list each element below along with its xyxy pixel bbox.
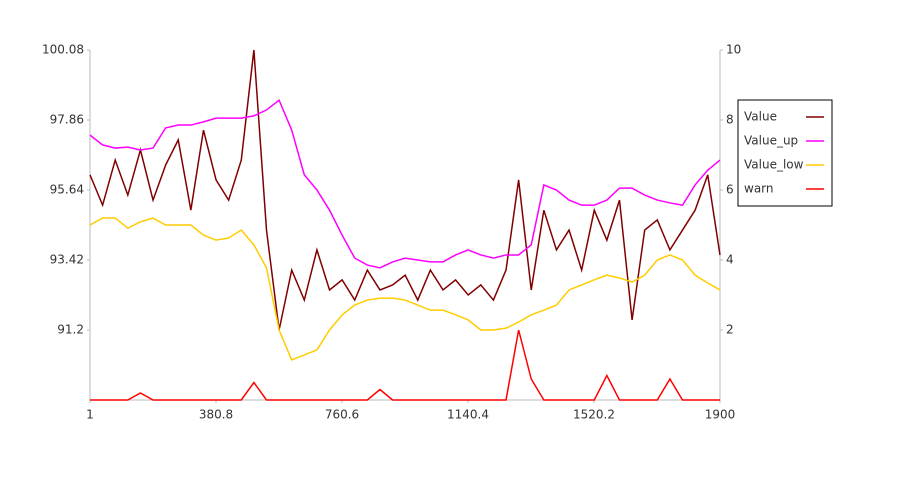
legend-label: Value_low: [744, 158, 804, 172]
y-tick-label: 100.08: [42, 43, 84, 57]
y-tick-label: 93.42: [50, 253, 84, 267]
y-tick-label: 95.64: [50, 183, 84, 197]
legend-label: warn: [744, 182, 774, 196]
series-line: [89, 98, 721, 269]
legend-label: Value: [744, 110, 777, 124]
legend-label: Value_up: [744, 134, 798, 148]
y2-tick-label: 6: [726, 183, 734, 197]
x-tick-label: 1: [86, 408, 94, 422]
y-tick-label: 97.86: [50, 113, 84, 127]
y2-tick-label: 4: [726, 253, 734, 267]
y2-tick-label: 2: [726, 323, 734, 337]
series-line: [89, 49, 721, 331]
x-tick-label: 1520.2: [573, 408, 615, 422]
y2-tick-label: 10: [726, 43, 741, 57]
x-tick-label: 380.8: [199, 408, 233, 422]
y2-tick-label: 8: [726, 113, 734, 127]
x-tick-label: 1140.4: [447, 408, 489, 422]
series-line: [90, 329, 720, 401]
series-line: [89, 217, 721, 361]
x-tick-label: 1900: [705, 408, 736, 422]
y-tick-label: 91.2: [57, 323, 84, 337]
x-tick-label: 760.6: [325, 408, 359, 422]
